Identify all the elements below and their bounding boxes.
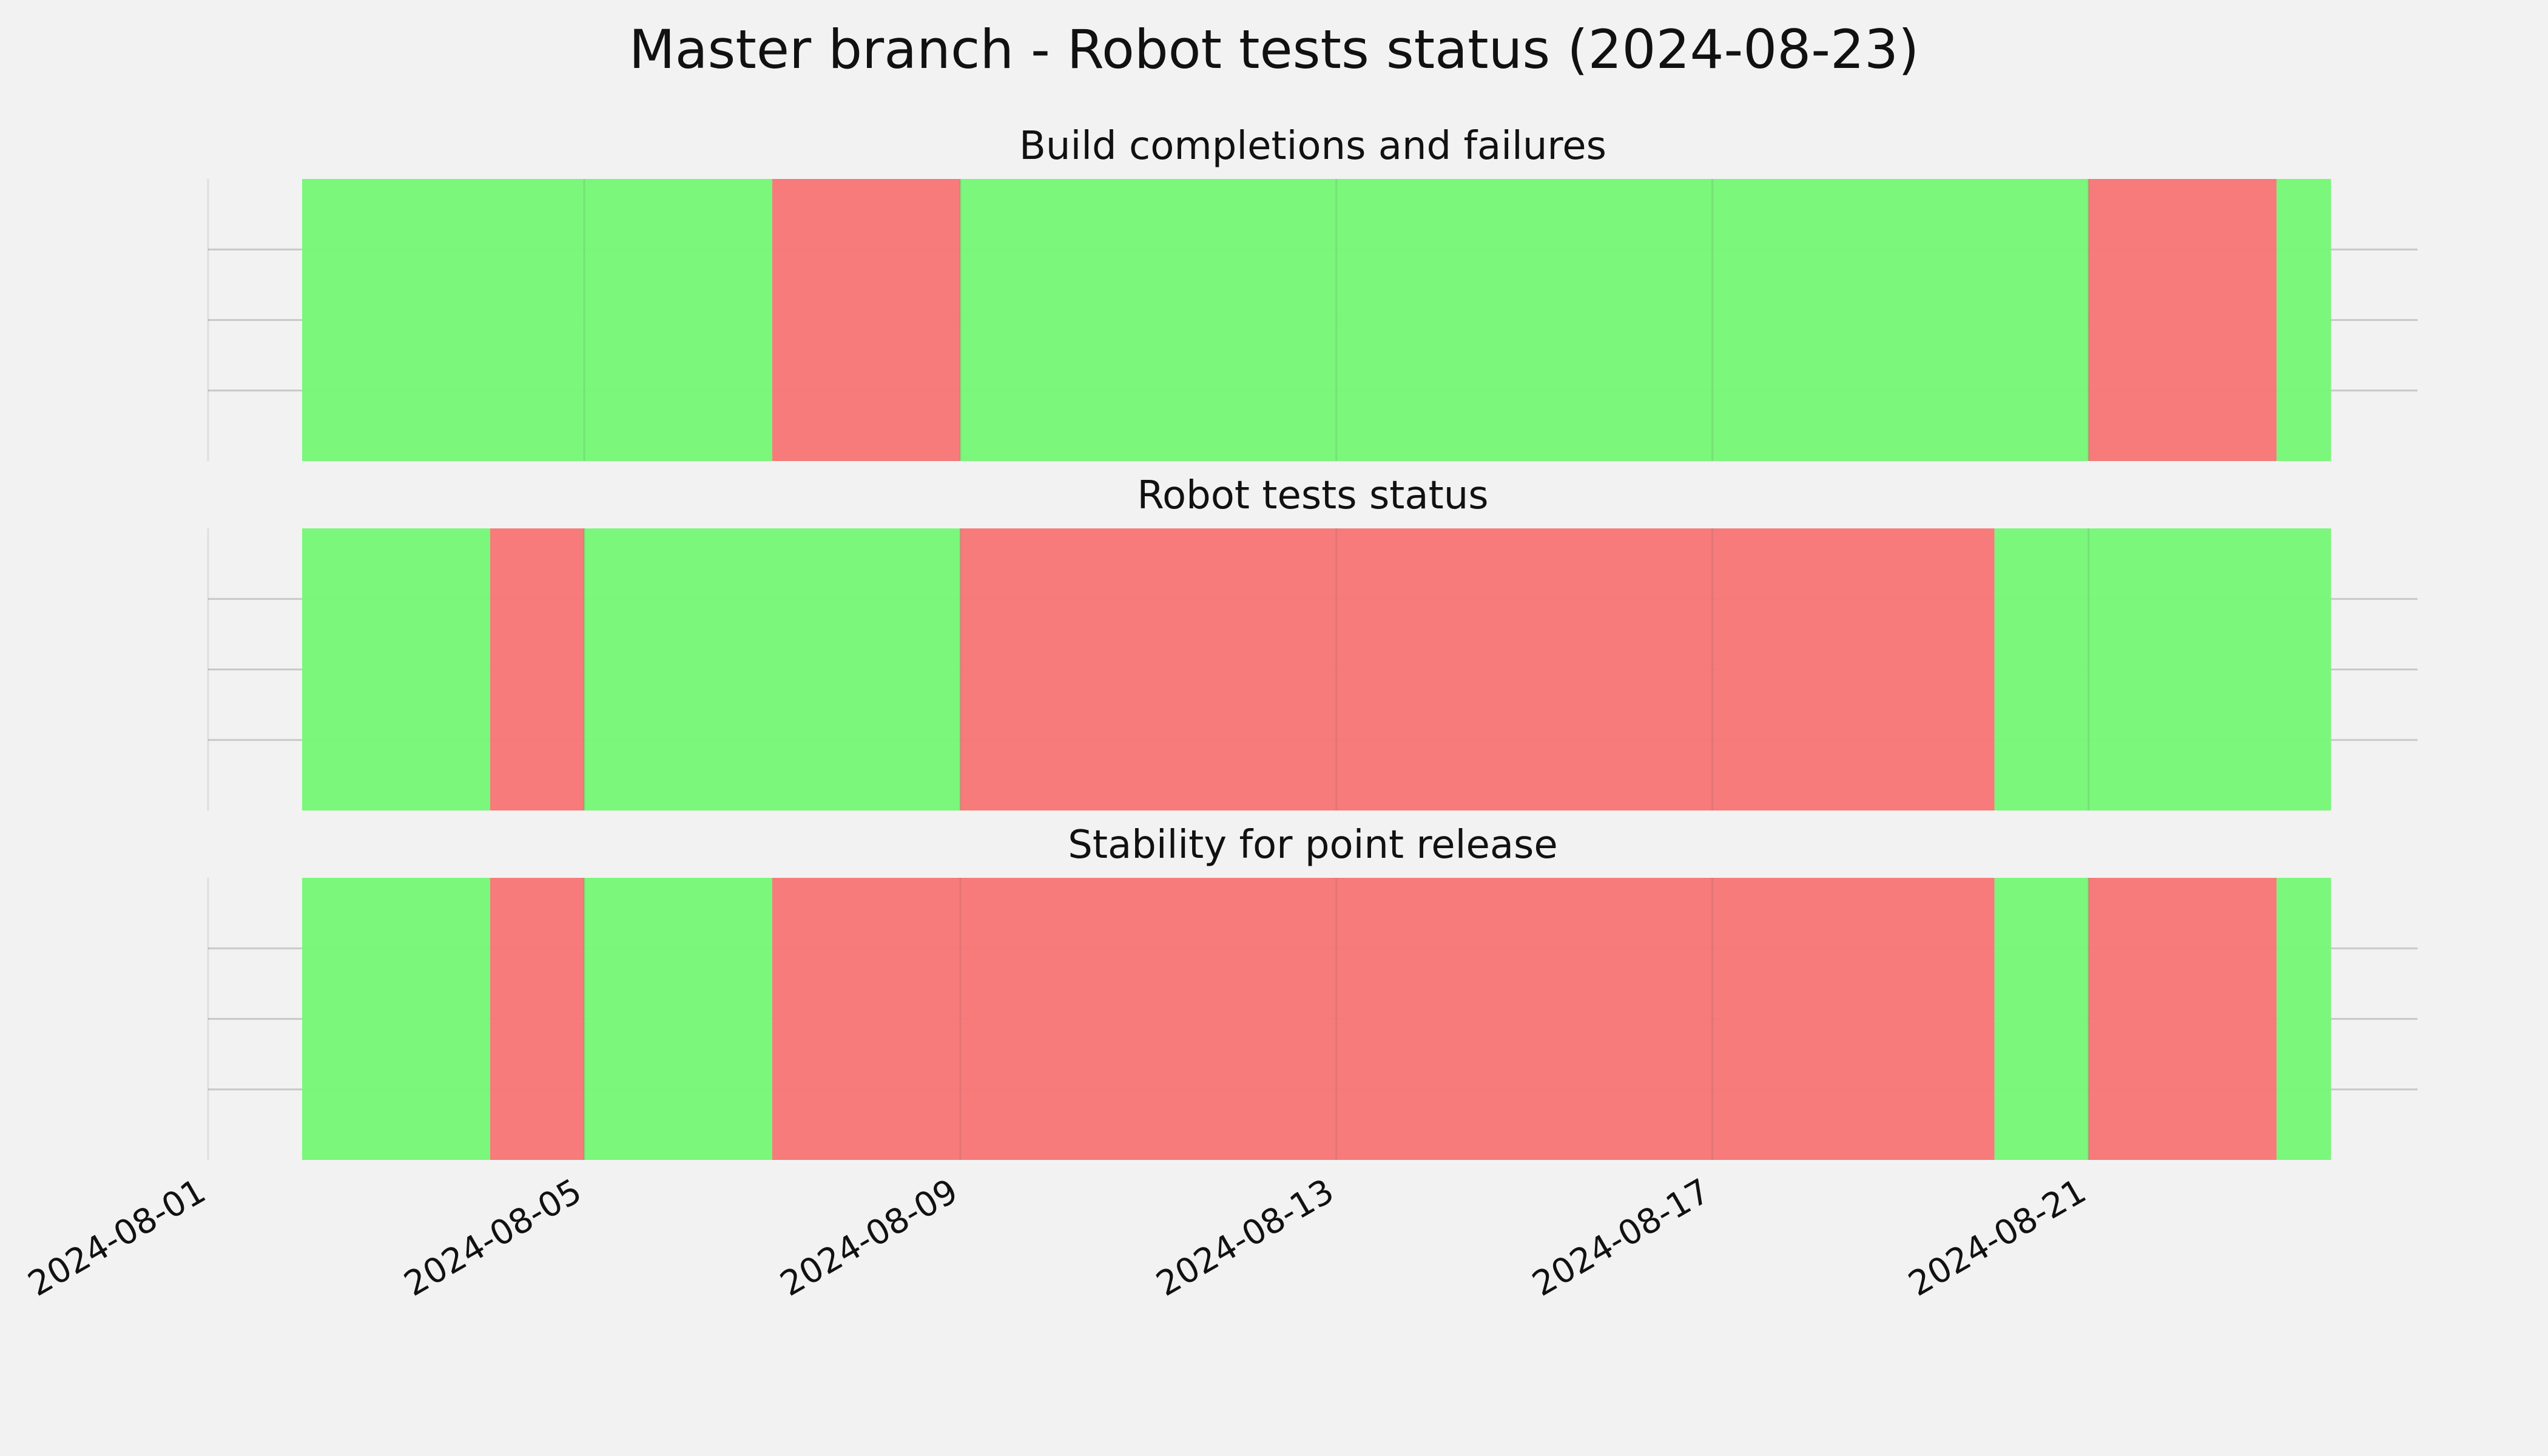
fail-segment: [1712, 878, 1995, 1160]
chart-panel: Robot tests status: [207, 473, 2418, 811]
fail-segment: [1712, 528, 1995, 811]
panels: Build completions and failures Robot test…: [207, 124, 2418, 1160]
x-tick-label: 2024-08-09: [774, 1171, 964, 1304]
fail-segment: [2088, 179, 2277, 461]
pass-segment: [2088, 528, 2331, 811]
panel-title: Robot tests status: [1137, 473, 1488, 518]
pass-segment: [584, 528, 960, 811]
pass-segment: [960, 179, 1336, 461]
x-tick-label: 2024-08-21: [1902, 1171, 2092, 1304]
x-tick-label: 2024-08-17: [1526, 1171, 1716, 1304]
fail-segment: [490, 878, 584, 1160]
pass-segment: [2276, 878, 2331, 1160]
panel-title: Build completions and failures: [1019, 124, 1606, 169]
pass-segment: [2276, 179, 2331, 461]
panel-title: Stability for point release: [1068, 823, 1558, 868]
fail-segment: [2088, 878, 2277, 1160]
pass-segment: [302, 528, 490, 811]
fail-segment: [1336, 528, 1713, 811]
pass-segment: [1994, 878, 2089, 1160]
fail-segment: [490, 528, 584, 811]
pass-segment: [302, 179, 584, 461]
fail-segment: [1336, 878, 1713, 1160]
x-tick-label: 2024-08-01: [22, 1171, 212, 1304]
pass-segment: [584, 179, 772, 461]
pass-segment: [302, 878, 490, 1160]
x-tick-label: 2024-08-13: [1150, 1171, 1340, 1304]
chart-panel: Build completions and failures: [207, 124, 2418, 461]
pass-segment: [584, 878, 772, 1160]
fail-segment: [772, 179, 960, 461]
fail-segment: [960, 878, 1336, 1160]
x-axis: 2024-08-01 2024-08-05 2024-08-09 2024-08-13…: [22, 1171, 2093, 1304]
chart-title: Master branch - Robot tests status (2024…: [629, 18, 1919, 81]
pass-segment: [1994, 528, 2089, 811]
fail-segment: [960, 528, 1336, 811]
pass-segment: [1712, 179, 2089, 461]
x-tick-label: 2024-08-05: [398, 1171, 588, 1304]
pass-segment: [1336, 179, 1713, 461]
chart-panel: Stability for point release: [207, 823, 2418, 1160]
fail-segment: [772, 878, 960, 1160]
